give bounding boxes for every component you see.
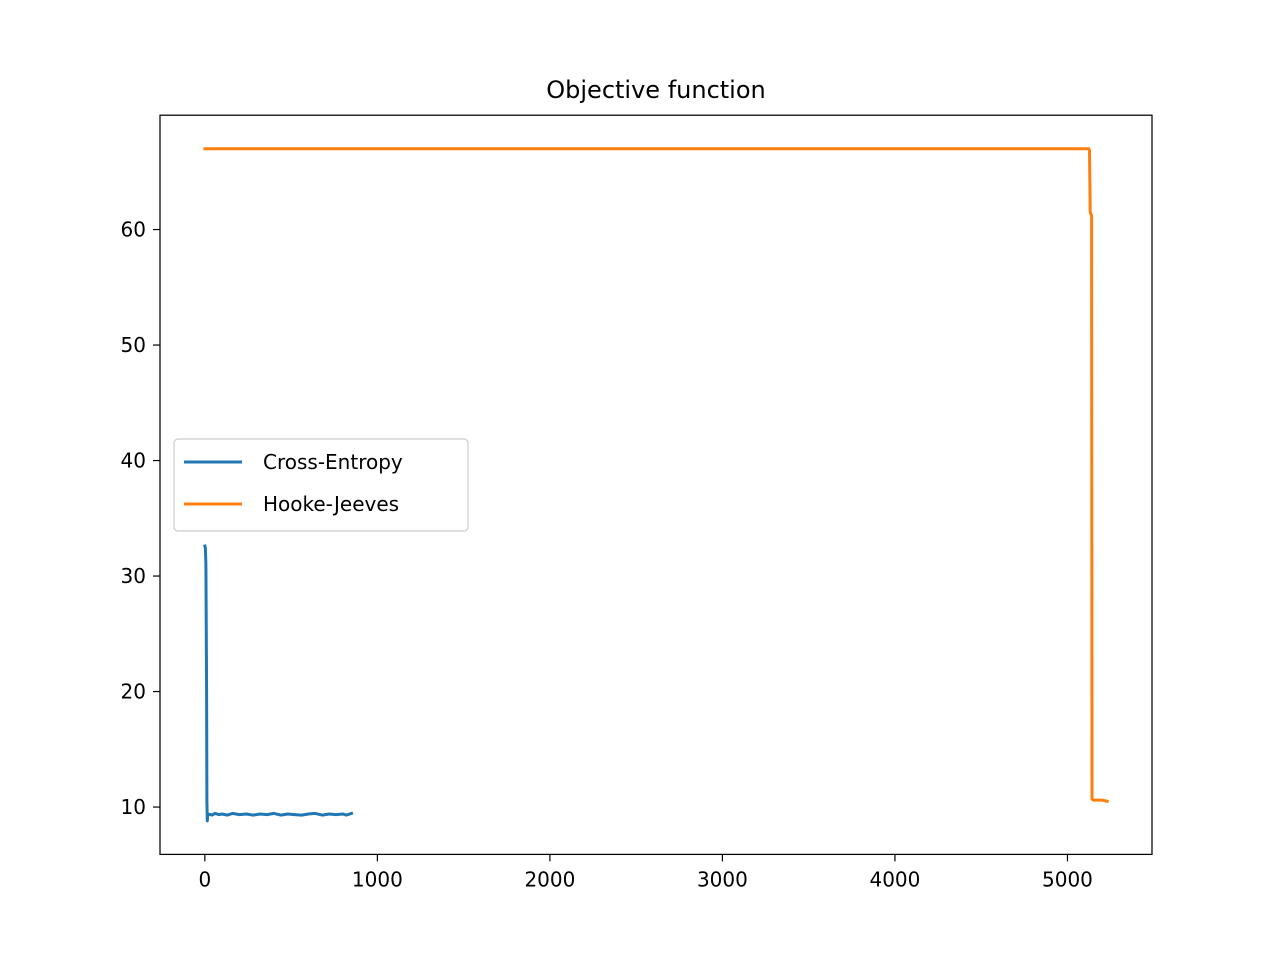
y-tick-label-2: 30 [121,564,146,588]
x-tick-label-3: 3000 [697,867,748,891]
legend-label-1: Hooke-Jeeves [263,492,399,516]
legend: Cross-Entropy Hooke-Jeeves [173,438,469,532]
x-tick-label-4: 4000 [869,867,920,891]
x-axis: 0 1000 2000 3000 4000 5000 [198,854,1093,891]
x-tick-label-1: 1000 [352,867,403,891]
series-line-1 [203,147,1109,804]
y-tick-label-5: 60 [121,218,146,242]
x-tick-label-5: 5000 [1042,867,1093,891]
legend-box [173,438,469,532]
series-line-0 [203,544,354,823]
y-tick-label-1: 20 [121,680,146,704]
x-tick-label-0: 0 [198,867,211,891]
y-axis: 10 20 30 40 50 60 [121,218,160,819]
chart-title: Objective function [546,76,765,104]
plot-frame [159,114,1153,856]
legend-label-0: Cross-Entropy [263,450,403,474]
y-tick-label-0: 10 [121,795,146,819]
y-tick-label-4: 50 [121,333,146,357]
y-tick-label-3: 40 [121,449,146,473]
series-layer [203,147,1109,823]
x-tick-label-2: 2000 [524,867,575,891]
